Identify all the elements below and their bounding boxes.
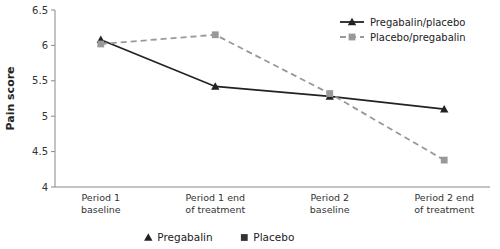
y-tick bbox=[51, 187, 55, 188]
plot-area bbox=[97, 31, 449, 163]
x-tick-label-line: of treatment bbox=[185, 204, 245, 215]
point bbox=[441, 157, 448, 164]
x-tick-label-line: Period 2 bbox=[310, 192, 349, 203]
y-axis-label: Pain score bbox=[4, 66, 17, 130]
y-tick bbox=[51, 10, 55, 11]
annotation: Placebo bbox=[253, 231, 294, 243]
point bbox=[97, 41, 104, 48]
y-tick bbox=[51, 45, 55, 46]
series-line bbox=[101, 40, 444, 109]
y-tick bbox=[51, 151, 55, 152]
x-tick-label-line: Period 1 bbox=[81, 192, 120, 203]
chart: 44.555.566.5Period 1baselinePeriod 1 end… bbox=[0, 0, 500, 249]
point bbox=[440, 105, 448, 113]
y-tick-label: 6.5 bbox=[32, 5, 48, 16]
x-tick-label: Period 2baseline bbox=[310, 192, 350, 215]
x-tick-label: Period 1 endof treatment bbox=[185, 192, 245, 215]
y-tick-label: 4 bbox=[42, 182, 48, 193]
key-marker bbox=[241, 234, 248, 241]
bottom-key: Pregabalin Placebo bbox=[144, 231, 294, 243]
point bbox=[211, 82, 219, 90]
annotation: Pregabalin bbox=[157, 231, 212, 243]
x-axis bbox=[55, 187, 490, 188]
x-tick-label-line: Period 1 end bbox=[185, 192, 245, 203]
series-line bbox=[101, 35, 444, 160]
y-tick-label: 5.5 bbox=[32, 75, 48, 86]
point bbox=[212, 31, 219, 38]
y-tick-label: 4.5 bbox=[32, 146, 48, 157]
y-axis bbox=[55, 10, 56, 187]
legend: Pregabalin/placebo Placebo/pregabalin bbox=[340, 17, 466, 43]
x-tick-label-line: Period 2 end bbox=[414, 192, 474, 203]
x-tick-label: Period 2 endof treatment bbox=[414, 192, 474, 215]
x-tick-label-line: baseline bbox=[310, 204, 350, 215]
y-tick bbox=[51, 116, 55, 117]
x-tick-label-line: of treatment bbox=[414, 204, 474, 215]
legend-label: Placebo/pregabalin bbox=[370, 32, 466, 43]
y-tick-label: 6 bbox=[42, 40, 48, 51]
y-tick-label: 5 bbox=[42, 111, 48, 122]
legend-label: Pregabalin/placebo bbox=[370, 17, 465, 28]
key-marker bbox=[144, 233, 152, 241]
point bbox=[326, 90, 333, 97]
y-tick bbox=[51, 80, 55, 81]
legend-marker bbox=[348, 18, 356, 26]
legend-marker bbox=[349, 34, 356, 41]
x-tick-label-line: baseline bbox=[81, 204, 121, 215]
x-tick-label: Period 1baseline bbox=[81, 192, 121, 215]
